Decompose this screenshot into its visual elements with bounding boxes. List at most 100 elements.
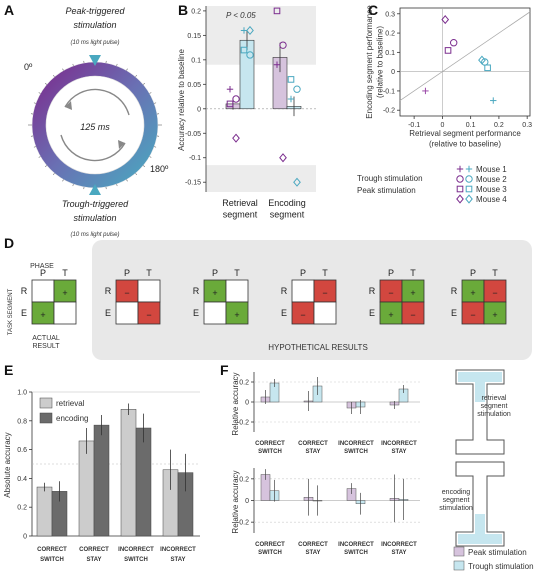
d-t-label: T: [410, 268, 416, 278]
f-encoding-cat-top-label: INCORRECT: [338, 542, 374, 548]
ring-tick: [33, 146, 36, 148]
cycle-arrow-bottom: [60, 134, 126, 162]
degree-0-label: 0º: [24, 62, 33, 72]
d-row-label: R: [369, 286, 376, 296]
f-retrieval-y-tick-label: -0.2: [237, 420, 249, 427]
f-legend-peak-swatch: [453, 546, 465, 557]
b-group-label: Encoding segment: [268, 198, 306, 220]
d-actual-label: ACTUAL RESULT: [32, 335, 60, 350]
ring-tick: [72, 63, 74, 66]
d-row-label: R: [451, 286, 458, 296]
f-encoding-cat-top-label: CORRECT: [298, 542, 328, 548]
d-t-label: T: [322, 268, 328, 278]
b-mouse-point: [279, 153, 287, 163]
e-y-tick-label: 0.2: [17, 505, 27, 512]
d-hypothetical-cell-sign: −: [410, 310, 415, 320]
b-mouse-point: [279, 41, 287, 49]
sig-label: P < 0.05: [226, 11, 256, 20]
ring-tick: [149, 156, 152, 158]
d-row-label: R: [105, 286, 112, 296]
d-hypothetical-cell: [115, 301, 139, 325]
e-legend-retrieval-label: retrieval: [56, 399, 85, 408]
d-row-label: E: [105, 308, 111, 318]
f-retrieval-maze-highlight-stem: [475, 382, 485, 402]
ring-tick: [154, 102, 157, 104]
c-x-tick-label: 0.1: [466, 122, 476, 129]
c-peak-point: [441, 14, 450, 25]
e-bar: [78, 440, 95, 537]
d-hypothetical-cell-sign: −: [492, 288, 497, 298]
b-y-tick-label: -0.1: [189, 155, 201, 162]
ring-tick: [135, 75, 138, 77]
f-encoding-cat-top-label: CORRECT: [255, 542, 285, 548]
d-t-label: T: [62, 268, 68, 278]
d-actual-cell: [31, 279, 55, 303]
e-bar: [135, 427, 152, 537]
b-mouse-point: [273, 7, 281, 15]
b-mouse-point: [226, 100, 234, 108]
ring-tick: [62, 179, 64, 182]
ring-tick: [126, 179, 128, 182]
e-bar: [36, 486, 53, 537]
c-x-tick-label: 0.3: [522, 122, 532, 129]
cycle-arrow-top: [64, 88, 130, 116]
f-retrieval-y-label: Relative accuracy: [231, 372, 240, 435]
b-y-tick-label: 0.2: [191, 8, 201, 15]
e-bar: [93, 424, 110, 537]
ring-tick: [45, 82, 47, 85]
c-peak-point: [444, 47, 452, 54]
e-cat-bottom-label: STAY: [170, 557, 185, 563]
d-hypothetical-cell: [483, 301, 507, 325]
c-y-tick-label: 0.3: [385, 11, 395, 18]
c-legend-mouse-label: Mouse 4: [476, 195, 507, 204]
f-retrieval-cat-top-label: INCORRECT: [381, 441, 417, 447]
f-encoding-y-tick-label: -0.2: [237, 520, 249, 527]
peak-subtitle: (10 ms light pulse): [70, 40, 119, 46]
f-retrieval-cat-bottom-label: SWITCH: [344, 449, 368, 455]
d-t-label: T: [146, 268, 152, 278]
d-hypothetical-cell-sign: −: [322, 288, 327, 298]
e-y-tick-label: 0.4: [17, 476, 27, 483]
c-legend-peak-marker: [456, 175, 464, 183]
c-legend-mouse-label: Mouse 3: [476, 185, 507, 194]
ring-tick: [52, 75, 55, 77]
ring-tick: [38, 92, 41, 94]
phase-ring: [32, 62, 158, 188]
d-row-label: E: [193, 308, 199, 318]
b-y-tick-label: -0.05: [185, 131, 201, 138]
ring-tick: [143, 82, 145, 85]
panel-label-c: C: [368, 2, 378, 18]
f-legend-trough-label: Trough stimulation: [468, 562, 534, 571]
cycle-arrowhead-bottom: [118, 140, 125, 149]
f-legend-trough-swatch: [453, 560, 465, 571]
f-retrieval-cat-bottom-label: STAY: [391, 449, 406, 455]
e-bar: [120, 409, 137, 537]
d-row-label: R: [21, 286, 28, 296]
trough-title: Trough-triggered stimulation: [62, 199, 129, 223]
e-cat-bottom-label: STAY: [86, 557, 101, 563]
c-x-tick-label: 0: [440, 122, 444, 129]
b-y-tick-label: 0.15: [187, 33, 201, 40]
d-hypothetical-cell: [313, 301, 337, 325]
c-legend-trough-marker: [465, 185, 473, 193]
d-hypothetical-cell-sign: +: [234, 310, 239, 320]
e-legend-encoding-label: encoding: [56, 414, 88, 423]
trough-subtitle: (10 ms light pulse): [70, 232, 119, 238]
f-retrieval-schematic-label: retrieval segment stimulation: [477, 395, 511, 418]
c-y-tick-label: 0.1: [385, 50, 395, 57]
panel-label-d: D: [4, 235, 14, 251]
e-cat-top-label: CORRECT: [37, 547, 67, 553]
d-hypothetical-cell-sign: +: [492, 310, 497, 320]
c-plot-frame: [399, 7, 531, 117]
f-encoding-maze-outline: [455, 461, 505, 547]
e-cat-top-label: INCORRECT: [118, 547, 154, 553]
d-row-label: R: [281, 286, 288, 296]
d-hypothetical-cell-sign: +: [388, 310, 393, 320]
d-p-label: P: [40, 268, 46, 278]
f-retrieval-y-tick-label: 0: [245, 400, 249, 407]
b-y-tick-label: 0.1: [191, 57, 201, 64]
d-p-label: P: [388, 268, 394, 278]
c-y-label: Encoding segment performance(relative to…: [365, 5, 384, 119]
d-t-label: T: [492, 268, 498, 278]
d-hypothetical-cell: [137, 301, 161, 325]
